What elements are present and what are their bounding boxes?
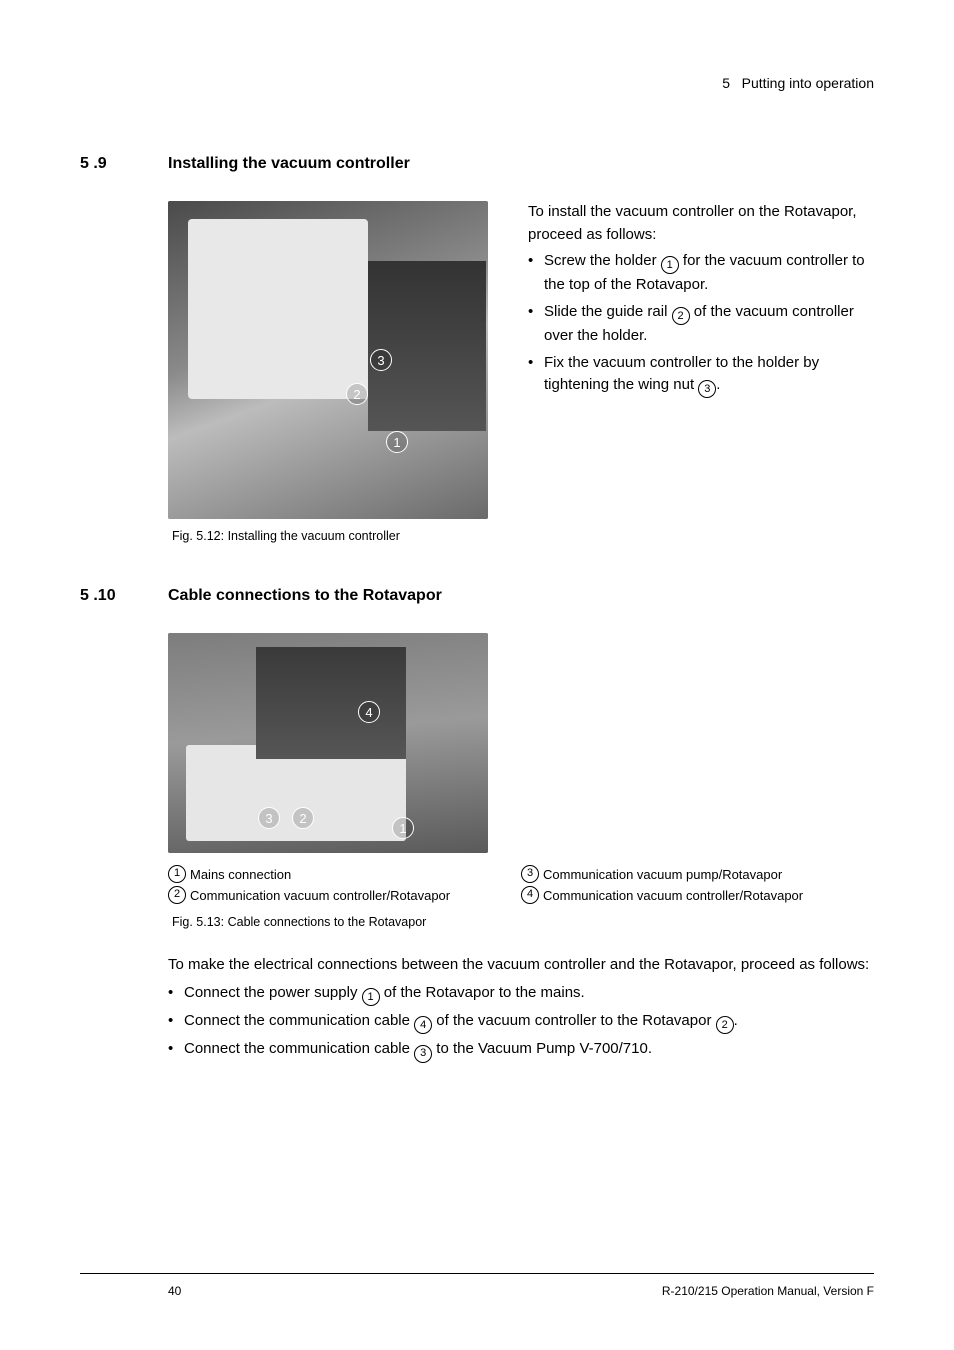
- list-item: Slide the guide rail 2 of the vacuum con…: [528, 301, 874, 348]
- callout-marker: 1: [392, 817, 414, 839]
- chapter-num: 5: [722, 75, 730, 91]
- callout-marker: 1: [386, 431, 408, 453]
- list-item: Connect the power supply 1 of the Rotava…: [168, 982, 874, 1006]
- chapter-title: Putting into operation: [742, 75, 874, 91]
- section-5-10-num: 5 .10: [80, 587, 168, 605]
- figure-5-13: 4 3 2 1: [168, 633, 874, 853]
- list-item: Connect the communication cable 3 to the…: [168, 1038, 874, 1062]
- legend-item: 1Mains connection: [168, 865, 521, 886]
- legend-item: 4Communication vacuum controller/Rotavap…: [521, 886, 874, 907]
- page-header: 5 Putting into operation: [722, 75, 874, 91]
- list-item: Connect the communication cable 4 of the…: [168, 1010, 874, 1034]
- section-5-10-title: Cable connections to the Rotavapor: [168, 587, 442, 605]
- list-item: Screw the holder 1 for the vacuum contro…: [528, 250, 874, 297]
- figure-5-13-image: 4 3 2 1: [168, 633, 488, 853]
- figure-5-12: 3 2 1 Fig. 5.12: Installing the vacuum c…: [168, 201, 488, 543]
- figure-5-13-caption: Fig. 5.13: Cable connections to the Rota…: [172, 915, 874, 929]
- section-5-9-title: Installing the vacuum controller: [168, 155, 410, 173]
- section-5-10-para: To make the electrical connections betwe…: [168, 953, 874, 976]
- list-item: Fix the vacuum controller to the holder …: [528, 352, 874, 399]
- page-number: 40: [168, 1284, 181, 1298]
- page-footer: 40 R-210/215 Operation Manual, Version F: [80, 1273, 874, 1298]
- figure-5-12-image: 3 2 1: [168, 201, 488, 519]
- figure-5-13-legend: 1Mains connection 2Communication vacuum …: [168, 865, 874, 907]
- section-5-9-intro: To install the vacuum controller on the …: [528, 201, 874, 246]
- callout-marker: 3: [370, 349, 392, 371]
- section-5-10-bullets: Connect the power supply 1 of the Rotava…: [168, 982, 874, 1063]
- callout-marker: 3: [258, 807, 280, 829]
- callout-marker: 2: [346, 383, 368, 405]
- legend-item: 2Communication vacuum controller/Rotavap…: [168, 886, 521, 907]
- callout-marker: 2: [292, 807, 314, 829]
- figure-5-12-caption: Fig. 5.12: Installing the vacuum control…: [172, 529, 488, 543]
- section-5-9-num: 5 .9: [80, 155, 168, 173]
- section-5-9-bullets: Screw the holder 1 for the vacuum contro…: [528, 250, 874, 398]
- callout-marker: 4: [358, 701, 380, 723]
- doc-title-footer: R-210/215 Operation Manual, Version F: [662, 1284, 874, 1298]
- legend-item: 3Communication vacuum pump/Rotavapor: [521, 865, 874, 886]
